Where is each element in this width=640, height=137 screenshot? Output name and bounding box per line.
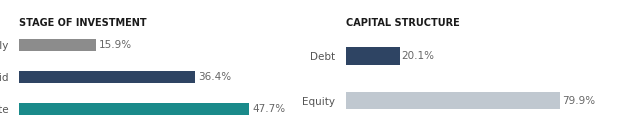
Bar — [19, 71, 195, 83]
Bar — [346, 92, 560, 109]
Text: 36.4%: 36.4% — [198, 72, 231, 82]
Text: STAGE OF INVESTMENT: STAGE OF INVESTMENT — [19, 18, 147, 28]
Text: CAPITAL STRUCTURE: CAPITAL STRUCTURE — [346, 18, 460, 28]
Text: 15.9%: 15.9% — [99, 40, 132, 50]
Bar — [19, 39, 96, 51]
Bar — [19, 103, 250, 115]
Text: 20.1%: 20.1% — [402, 51, 435, 61]
Text: 47.7%: 47.7% — [252, 104, 285, 114]
Text: 79.9%: 79.9% — [562, 96, 595, 106]
Bar — [346, 47, 399, 65]
